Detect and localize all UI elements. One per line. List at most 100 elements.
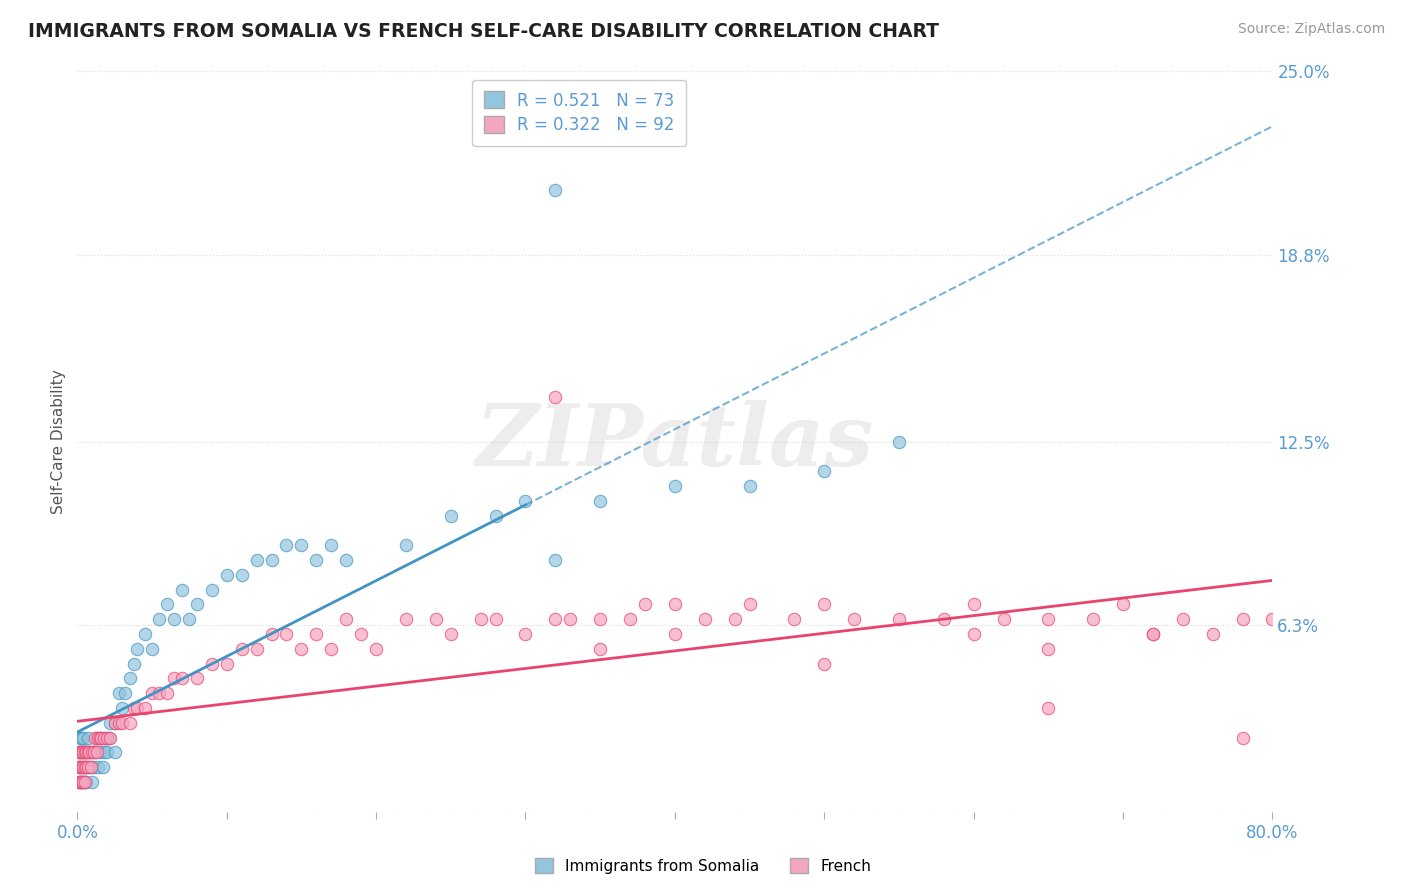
Point xyxy=(515,627,537,641)
Point xyxy=(70,760,93,774)
Point xyxy=(79,746,101,760)
Point xyxy=(1232,731,1254,745)
Text: Source: ZipAtlas.com: Source: ZipAtlas.com xyxy=(1237,22,1385,37)
Point xyxy=(1083,612,1105,626)
Point xyxy=(108,686,131,700)
Point xyxy=(1038,612,1060,626)
Point xyxy=(887,434,910,449)
Point xyxy=(104,746,127,760)
Point xyxy=(470,612,492,626)
Point xyxy=(84,746,107,760)
Point xyxy=(163,672,186,686)
Point xyxy=(305,553,328,567)
Point xyxy=(69,746,91,760)
Point xyxy=(738,479,761,493)
Point xyxy=(1142,627,1164,641)
Point xyxy=(67,775,90,789)
Point xyxy=(67,760,90,774)
Point xyxy=(425,612,447,626)
Point xyxy=(70,731,93,745)
Point xyxy=(69,775,91,789)
Point xyxy=(141,686,163,700)
Point xyxy=(485,508,508,523)
Point xyxy=(544,553,567,567)
Point xyxy=(67,775,90,789)
Point xyxy=(276,627,298,641)
Point xyxy=(215,657,238,671)
Point xyxy=(76,760,98,774)
Legend: Immigrants from Somalia, French: Immigrants from Somalia, French xyxy=(529,852,877,880)
Point xyxy=(82,746,104,760)
Point xyxy=(276,538,298,552)
Point xyxy=(963,598,986,612)
Point xyxy=(69,760,91,774)
Point xyxy=(108,715,131,730)
Point xyxy=(1232,612,1254,626)
Legend: R = 0.521   N = 73, R = 0.322   N = 92: R = 0.521 N = 73, R = 0.322 N = 92 xyxy=(472,79,686,146)
Point xyxy=(134,701,156,715)
Point xyxy=(91,760,114,774)
Point xyxy=(90,731,112,745)
Point xyxy=(73,746,96,760)
Point xyxy=(70,775,93,789)
Point xyxy=(86,746,108,760)
Point xyxy=(96,746,118,760)
Point xyxy=(440,508,463,523)
Point xyxy=(76,760,98,774)
Point xyxy=(634,598,657,612)
Point xyxy=(1171,612,1194,626)
Point xyxy=(97,731,120,745)
Point xyxy=(366,641,388,656)
Point xyxy=(75,746,97,760)
Point xyxy=(231,641,253,656)
Point xyxy=(111,715,134,730)
Point xyxy=(724,612,747,626)
Point xyxy=(664,479,686,493)
Point xyxy=(335,612,357,626)
Point xyxy=(141,641,163,656)
Point xyxy=(887,612,910,626)
Point xyxy=(335,553,357,567)
Point xyxy=(94,731,117,745)
Point xyxy=(75,760,97,774)
Point xyxy=(67,746,90,760)
Point xyxy=(87,731,110,745)
Point xyxy=(589,493,612,508)
Point xyxy=(69,731,91,745)
Point xyxy=(72,731,94,745)
Point xyxy=(993,612,1015,626)
Point xyxy=(104,715,127,730)
Point xyxy=(80,760,103,774)
Point xyxy=(813,657,835,671)
Point xyxy=(80,760,103,774)
Point xyxy=(67,746,90,760)
Point xyxy=(98,715,121,730)
Point xyxy=(783,612,806,626)
Point xyxy=(89,746,111,760)
Point xyxy=(664,627,686,641)
Point xyxy=(114,686,136,700)
Text: IMMIGRANTS FROM SOMALIA VS FRENCH SELF-CARE DISABILITY CORRELATION CHART: IMMIGRANTS FROM SOMALIA VS FRENCH SELF-C… xyxy=(28,22,939,41)
Point xyxy=(93,731,115,745)
Point xyxy=(75,775,97,789)
Point xyxy=(246,553,269,567)
Point xyxy=(67,760,90,774)
Point xyxy=(544,390,567,404)
Point xyxy=(1038,701,1060,715)
Point xyxy=(170,582,193,597)
Point xyxy=(395,612,418,626)
Point xyxy=(305,627,328,641)
Point xyxy=(186,598,208,612)
Point xyxy=(1202,627,1225,641)
Point xyxy=(73,760,96,774)
Point xyxy=(170,672,193,686)
Point xyxy=(98,731,121,745)
Point xyxy=(134,627,156,641)
Point xyxy=(260,627,283,641)
Point xyxy=(83,746,105,760)
Point xyxy=(485,612,508,626)
Point xyxy=(560,612,582,626)
Point xyxy=(72,760,94,774)
Point xyxy=(321,641,343,656)
Point xyxy=(73,775,96,789)
